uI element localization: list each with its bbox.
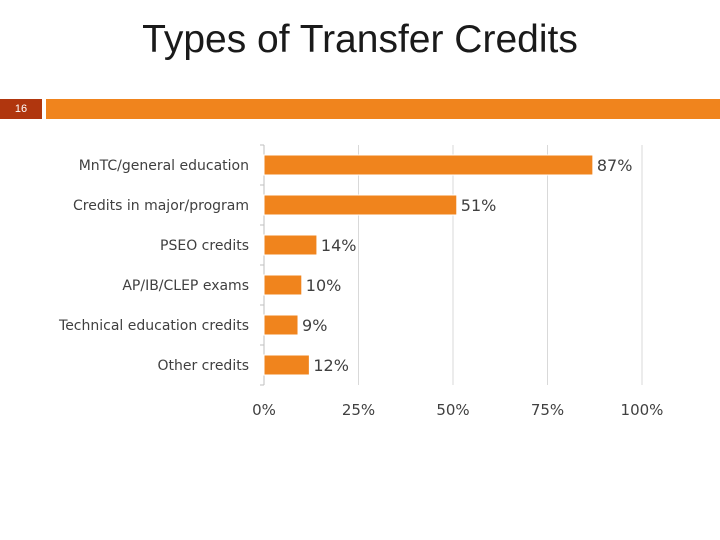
x-tick-label-2: 50% [436,401,469,419]
bar-1 [263,194,458,216]
value-label-2: 14% [321,236,357,255]
category-label-2: PSEO credits [160,238,249,254]
title-accent-bar [46,99,720,119]
value-label-1: 51% [461,196,497,215]
category-label-3: AP/IB/CLEP exams [122,278,249,294]
category-label-1: Credits in major/program [73,198,249,214]
category-label-5: Other credits [157,358,249,374]
value-label-0: 87% [597,156,633,175]
category-label-4: Technical education credits [58,318,249,334]
x-tick-label-4: 100% [621,401,664,419]
bar-4 [263,314,299,336]
slide-number-badge: 16 [0,99,42,119]
category-label-0: MnTC/general education [79,158,249,174]
value-label-4: 9% [302,316,327,335]
bar-0 [263,154,594,176]
x-tick-label-1: 25% [342,401,375,419]
bar-5 [263,354,310,376]
bar-3 [263,274,303,296]
value-label-5: 12% [313,356,349,375]
x-tick-label-0: 0% [252,401,276,419]
slide-title: Types of Transfer Credits [142,18,578,61]
x-tick-label-3: 75% [531,401,564,419]
value-label-3: 10% [306,276,342,295]
bar-2 [263,234,318,256]
